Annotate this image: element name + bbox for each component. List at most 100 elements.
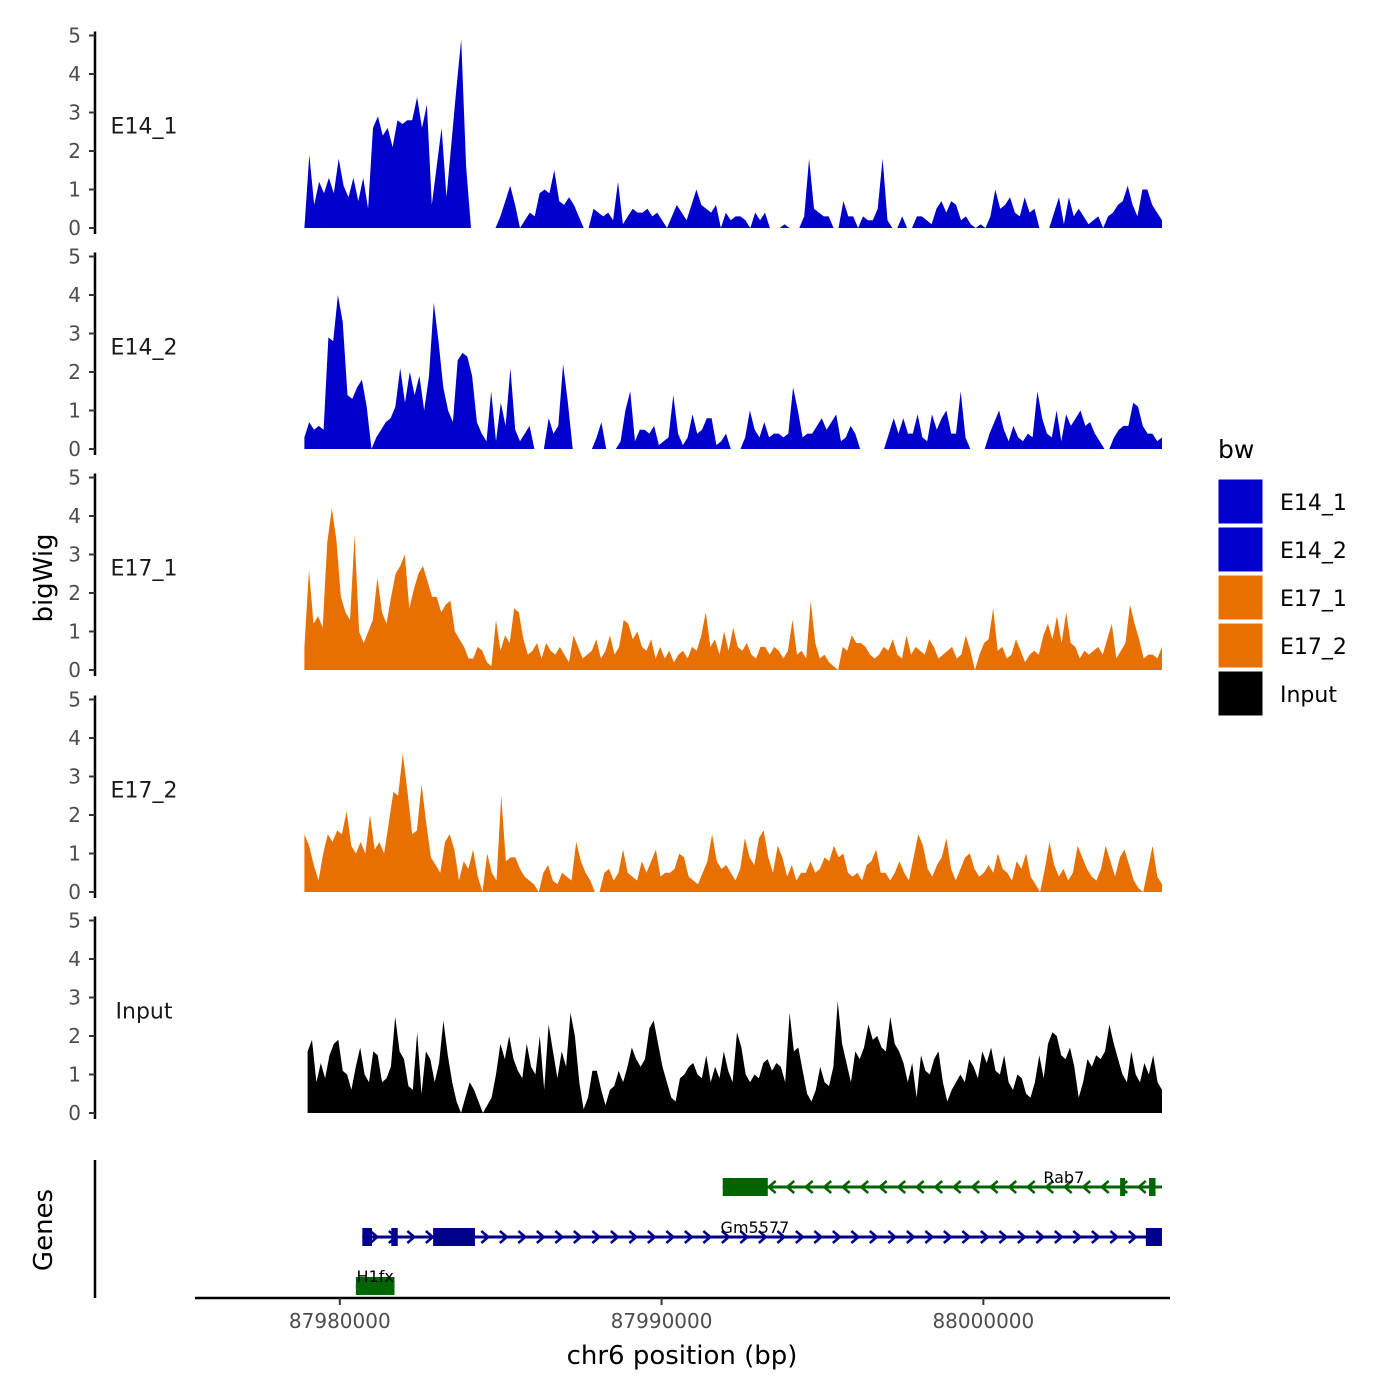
strand-arrow	[1044, 1180, 1055, 1194]
strand-arrow	[721, 1230, 731, 1244]
track-E14_2: 0 1 2 3 4 5 E14_2	[68, 245, 1162, 461]
strand-arrow	[684, 1230, 694, 1244]
strand-arrow	[536, 1230, 546, 1244]
track-label: E17_1	[111, 557, 178, 582]
track-label: Input	[116, 1000, 173, 1025]
gene-label: Rab7	[1043, 1168, 1084, 1187]
gene-Rab7: Rab7	[722, 1168, 1162, 1196]
y-tick-label: 4	[68, 726, 81, 750]
strand-arrow	[1072, 1230, 1083, 1244]
area-E17_1	[304, 508, 1162, 670]
strand-arrow	[813, 1230, 824, 1244]
y-tick-label: 2	[68, 581, 81, 605]
legend-item-E17_2: E17_2	[1217, 622, 1347, 669]
strand-arrow	[610, 1230, 620, 1244]
genes-axis-title: Genes	[29, 1189, 59, 1271]
strand-arrow	[914, 1180, 925, 1194]
strand-arrow	[1062, 1180, 1073, 1194]
x-tick-label: 87980000	[289, 1309, 391, 1333]
legend-item-Input: Input	[1217, 670, 1337, 717]
strand-arrow	[425, 1230, 435, 1244]
strand-arrow	[1007, 1180, 1018, 1194]
area-E17_2	[304, 753, 1162, 892]
strand-arrow	[832, 1230, 842, 1244]
gene-Gm5577: Gm5577	[362, 1218, 1162, 1246]
legend: bw E14_1 E14_2 E17_1 E17_2 Input	[1217, 435, 1347, 717]
strand-arrow	[665, 1230, 676, 1244]
exon	[355, 1277, 395, 1295]
gene-H1fx: H1fx	[355, 1267, 395, 1295]
y-tick-label: 0	[68, 216, 81, 240]
y-tick-label: 1	[68, 399, 81, 423]
exon	[1145, 1228, 1162, 1246]
y-tick-label: 1	[68, 842, 81, 866]
strand-arrow	[988, 1180, 999, 1194]
strand-arrow	[998, 1230, 1009, 1244]
strand-arrow	[1109, 1230, 1120, 1244]
strand-arrow	[1091, 1230, 1101, 1244]
gene-label: Gm5577	[721, 1218, 790, 1237]
strand-arrow	[480, 1230, 491, 1244]
legend-swatch	[1217, 478, 1264, 525]
legend-title: bw	[1218, 435, 1254, 464]
y-tick-label: 3	[68, 322, 81, 346]
strand-arrow	[785, 1180, 796, 1194]
coverage-tracks: 0 1 2 3 4 5 E14_1 0 1 2 3 4 5 E14_2 0 1 2 3 4 5 E17_1 0 1 2 3 4 5 E…	[68, 24, 1163, 1125]
y-tick-label: 4	[68, 283, 81, 307]
x-axis-title: chr6 position (bp)	[567, 1341, 798, 1371]
exon	[391, 1228, 398, 1246]
legend-swatch	[1217, 622, 1264, 669]
y-tick-label: 0	[68, 658, 81, 682]
strand-arrow	[906, 1230, 916, 1244]
strand-arrow	[517, 1230, 528, 1244]
strand-arrow	[628, 1230, 639, 1244]
track-label: E17_2	[111, 779, 178, 804]
strand-arrow	[1035, 1230, 1046, 1244]
strand-arrow	[591, 1230, 602, 1244]
legend-label: E14_2	[1280, 539, 1347, 564]
area-E14_2	[304, 295, 1162, 449]
y-tick-label: 2	[68, 360, 81, 384]
y-tick-label: 2	[68, 139, 81, 163]
strand-arrow	[924, 1230, 935, 1244]
strand-arrow	[869, 1230, 879, 1244]
legend-label: E17_1	[1280, 587, 1347, 612]
strand-arrow	[1128, 1230, 1138, 1244]
y-tick-label: 5	[68, 245, 81, 269]
y-tick-label: 0	[68, 880, 81, 904]
strand-arrow	[1136, 1180, 1147, 1194]
strand-arrow	[1081, 1180, 1092, 1194]
strand-arrow	[840, 1180, 851, 1194]
strand-arrow	[1017, 1230, 1027, 1244]
strand-arrow	[980, 1230, 990, 1244]
strand-arrow	[406, 1230, 417, 1244]
y-tick-label: 3	[68, 986, 81, 1010]
strand-arrow	[739, 1230, 750, 1244]
legend-swatch	[1217, 574, 1264, 621]
exon	[362, 1228, 372, 1246]
strand-arrow	[887, 1230, 898, 1244]
strand-arrow	[776, 1230, 787, 1244]
strand-arrow	[961, 1230, 972, 1244]
y-tick-label: 0	[68, 437, 81, 461]
y-tick-label: 4	[68, 62, 81, 86]
exon	[1120, 1178, 1126, 1196]
y-tick-label: 2	[68, 803, 81, 827]
strand-arrow	[933, 1180, 944, 1194]
strand-arrow	[850, 1230, 861, 1244]
y-tick-label: 1	[68, 620, 81, 644]
y-tick-label: 4	[68, 947, 81, 971]
legend-item-E14_1: E14_1	[1217, 478, 1347, 525]
x-axis: 87980000 87990000 88000000	[195, 1296, 1170, 1333]
y-tick-label: 2	[68, 1024, 81, 1048]
strand-arrow	[573, 1230, 583, 1244]
track-label: E14_2	[111, 336, 178, 361]
y-tick-label: 5	[68, 466, 81, 490]
y-tick-label: 3	[68, 543, 81, 567]
legend-swatch	[1217, 526, 1264, 573]
strand-arrow	[803, 1180, 814, 1194]
strand-arrow	[1025, 1180, 1036, 1194]
legend-label: Input	[1280, 683, 1337, 708]
legend-label: E17_2	[1280, 635, 1347, 660]
strand-arrow	[766, 1180, 777, 1194]
